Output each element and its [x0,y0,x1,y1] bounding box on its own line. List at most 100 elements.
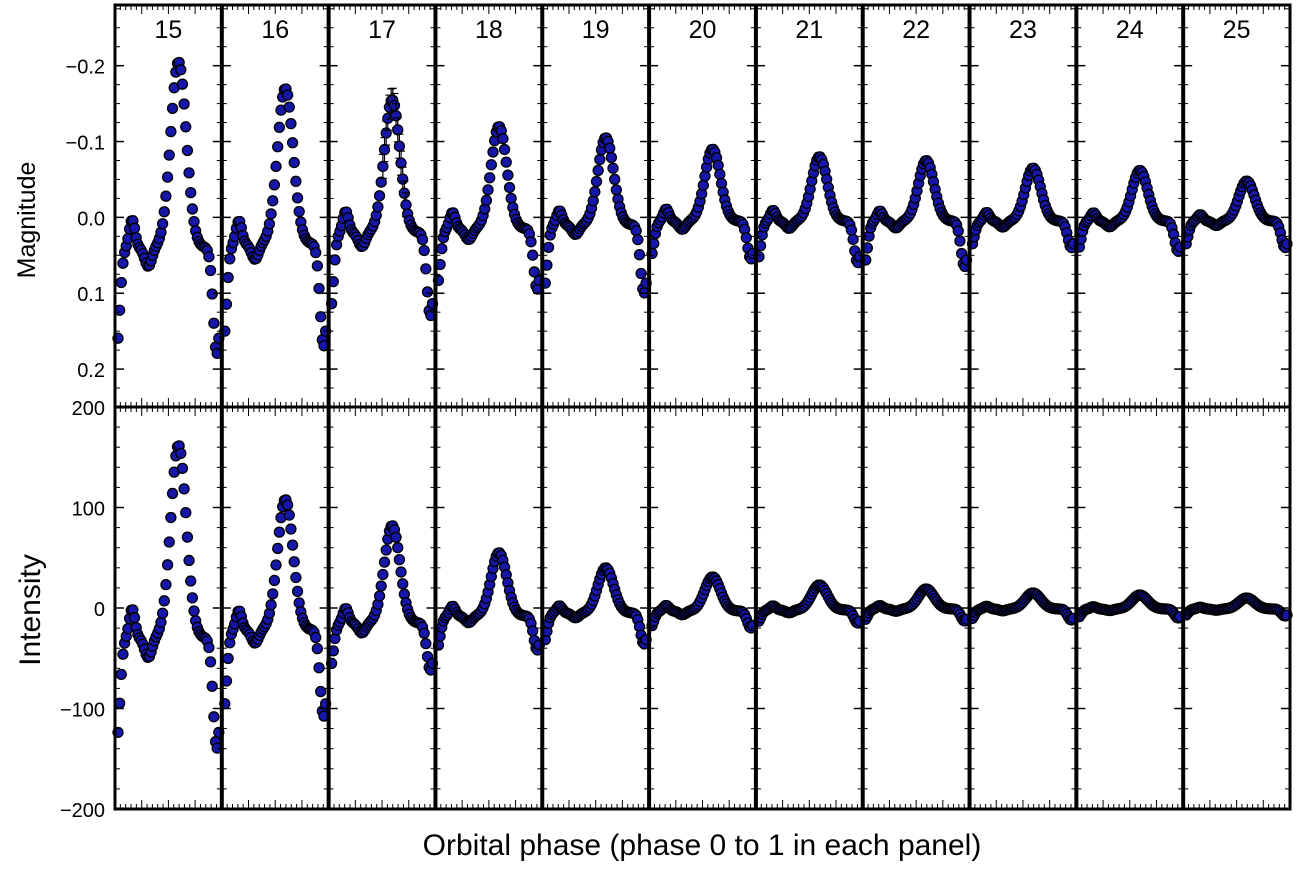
intensity-point [161,559,174,571]
magnitude-point [163,149,175,161]
bottom-y-tick-label: 200 [72,398,105,420]
magnitude-point [485,159,497,171]
intensity-point [208,711,220,723]
data-points [112,56,1293,754]
intensity-point [373,590,386,602]
magnitude-point [378,143,391,156]
bottom-y-tick-label: −200 [60,800,105,822]
panel-19-points [539,132,652,650]
magnitude-point [480,194,493,207]
magnitude-point [178,98,190,110]
magnitude-point [281,89,294,101]
intensity-point [390,531,402,543]
magnitude-point [632,233,644,246]
panel-18-points [432,121,545,656]
magnitude-point [714,168,726,180]
magnitude-point [311,260,324,272]
magnitude-point [589,186,601,198]
magnitude-point [313,282,325,295]
intensity-point [185,575,197,587]
panel-21-points [753,151,866,629]
magnitude-point [502,169,514,181]
magnitude-point [542,241,555,253]
top-y-tick-label: −0.1 [66,133,105,155]
panel-label-20: 20 [689,16,717,44]
bottom-y-tick-label: 0 [94,599,105,621]
magnitude-point [160,190,172,202]
magnitude-point [183,167,195,179]
panel-16-points [219,83,332,722]
intensity-point [204,656,217,668]
panel-25-points [1180,175,1293,622]
magnitude-point [610,184,622,196]
top-y-tick-label: −0.2 [66,57,105,79]
intensity-point [176,462,189,475]
intensity-point [203,641,215,654]
magnitude-point [420,263,432,275]
intensity-point [311,643,324,655]
intensity-point [395,566,407,578]
magnitude-point [500,156,512,168]
magnitude-point [283,101,295,113]
intensity-point [156,607,169,619]
y-axis-label-magnitude: Magnitude [13,162,41,279]
panel-22-points [860,155,973,627]
top-y-tick-label: 0.1 [77,284,105,306]
magnitude-point [329,254,341,266]
magnitude-point [418,244,430,257]
magnitude-point [204,264,217,277]
panel-label-21: 21 [795,16,823,44]
y-axis-label-intensity: Intensity [14,554,47,666]
magnitude-point [375,176,387,188]
intensity-point [166,487,179,500]
magnitude-point [527,249,539,261]
magnitude-point [188,215,200,228]
intensity-point [178,483,190,495]
magnitude-point [699,170,711,182]
panel-label-17: 17 [368,16,396,44]
panel-20-points [646,143,759,634]
intensity-point [288,556,300,568]
magnitude-point [592,164,604,177]
magnitude-point [525,236,537,248]
magnitude-point [954,235,966,247]
intensity-point [160,579,172,591]
intensity-point [283,509,295,521]
intensity-point [378,556,391,568]
magnitude-point [270,160,282,173]
panel-label-22: 22 [902,16,930,44]
magnitude-point [604,142,616,154]
magnitude-point [267,195,279,207]
intensity-point [380,544,392,556]
magnitude-point [203,251,215,263]
magnitude-point [421,286,434,298]
magnitude-point [397,173,409,185]
top-y-tick-label: 0.0 [77,208,105,230]
magnitude-point [115,276,127,289]
intensity-point [267,588,279,600]
panel-label-24: 24 [1116,16,1144,44]
magnitude-point [175,64,187,76]
magnitude-point [633,249,646,261]
magnitude-point [377,160,389,173]
intensity-point [117,648,129,660]
intensity-point [420,637,432,650]
magnitude-point [285,117,297,130]
intensity-point [128,612,141,624]
magnitude-point [392,124,404,136]
intensity-point [377,568,389,581]
magnitude-point [128,222,141,234]
magnitude-point [158,206,170,218]
intensity-point [397,578,409,590]
intensity-point [183,554,195,567]
panel-label-23: 23 [1009,16,1037,44]
magnitude-point [290,175,302,187]
magnitude-point [607,162,619,174]
magnitude-point [166,102,179,115]
magnitude-point [286,137,299,149]
intensity-point [375,580,387,592]
magnitude-point [208,317,220,329]
intensity-point [392,542,404,554]
